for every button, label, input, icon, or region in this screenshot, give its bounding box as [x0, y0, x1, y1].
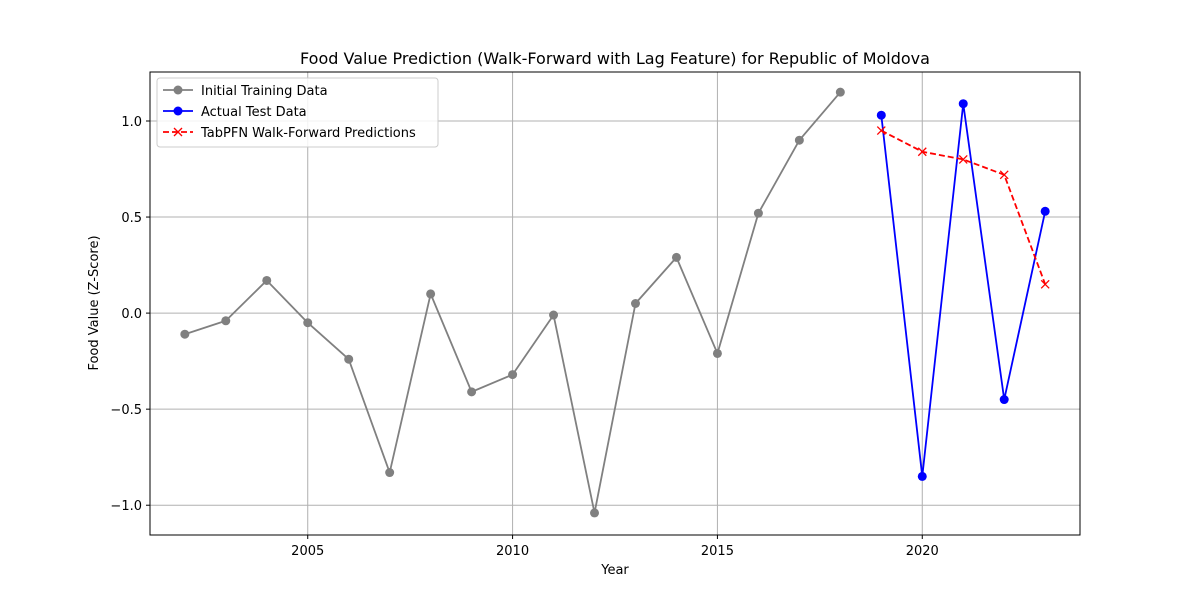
x-axis-label: Year [600, 563, 629, 578]
y-tick-label: 0.0 [121, 307, 142, 322]
data-point [671, 252, 681, 262]
data-point [958, 154, 968, 164]
point-stroke [1040, 279, 1050, 289]
series-2 [876, 126, 1050, 289]
plot-frame [149, 71, 1081, 536]
series-line [880, 129, 1047, 285]
legend-label: Initial Training Data [201, 84, 328, 99]
data-point [753, 208, 763, 218]
point-stroke [917, 147, 927, 157]
data-point [385, 468, 395, 478]
data-point [794, 135, 804, 145]
legend-label: TabPFN Walk-Forward Predictions [200, 126, 416, 141]
y-tick-label: −1.0 [110, 499, 142, 514]
data-point [262, 275, 272, 285]
legend-item: Actual Test Data [163, 105, 307, 120]
y-tick-label: 1.0 [121, 115, 142, 130]
data-point [1040, 279, 1050, 289]
grid [150, 72, 1080, 535]
data-point [549, 310, 559, 320]
data-point [712, 348, 722, 358]
legend-item: TabPFN Walk-Forward Predictions [163, 126, 416, 141]
data-point [426, 289, 436, 299]
data-point [999, 395, 1009, 405]
chart-title: Food Value Prediction (Walk-Forward with… [300, 49, 930, 68]
data-point [835, 87, 845, 97]
data-point [630, 299, 640, 308]
y-axis-ticks: −1.0 −0.5 0.0 0.5 1.0 [110, 115, 150, 514]
data-point [1040, 206, 1050, 216]
legend-item: Initial Training Data [163, 84, 328, 99]
legend-label: Actual Test Data [201, 105, 307, 120]
data-point [876, 110, 886, 120]
x-tick-label: 2010 [496, 544, 529, 559]
data-point [999, 170, 1009, 180]
legend-box [156, 77, 439, 148]
y-axis-label: Food Value (Z-Score) [87, 235, 102, 370]
x-tick-label: 2005 [291, 544, 324, 559]
data-point [221, 316, 231, 326]
series-layer [180, 87, 1050, 518]
data-point [467, 387, 477, 397]
data-point [173, 127, 183, 137]
y-tick-label: −0.5 [110, 403, 142, 418]
data-point [590, 508, 600, 518]
legend: Initial Training Data Actual Test Data Tab… [156, 77, 439, 148]
data-point [917, 147, 927, 157]
data-point [958, 99, 968, 109]
data-point [508, 370, 518, 380]
data-point [303, 318, 313, 328]
point-stroke [173, 127, 183, 137]
data-point [876, 126, 886, 136]
data-point [173, 106, 183, 116]
x-tick-label: 2020 [906, 544, 939, 559]
point-stroke [958, 154, 968, 164]
x-axis-ticks: 2005 2010 2015 2020 [291, 535, 939, 559]
data-point [180, 329, 190, 339]
point-stroke [876, 126, 886, 136]
series-0 [180, 87, 845, 518]
x-tick-label: 2015 [701, 544, 734, 559]
y-tick-label: 0.5 [121, 211, 142, 226]
data-point [344, 354, 354, 364]
point-stroke [999, 170, 1009, 180]
data-point [173, 85, 183, 95]
data-point [917, 471, 927, 481]
series-1 [876, 99, 1050, 481]
